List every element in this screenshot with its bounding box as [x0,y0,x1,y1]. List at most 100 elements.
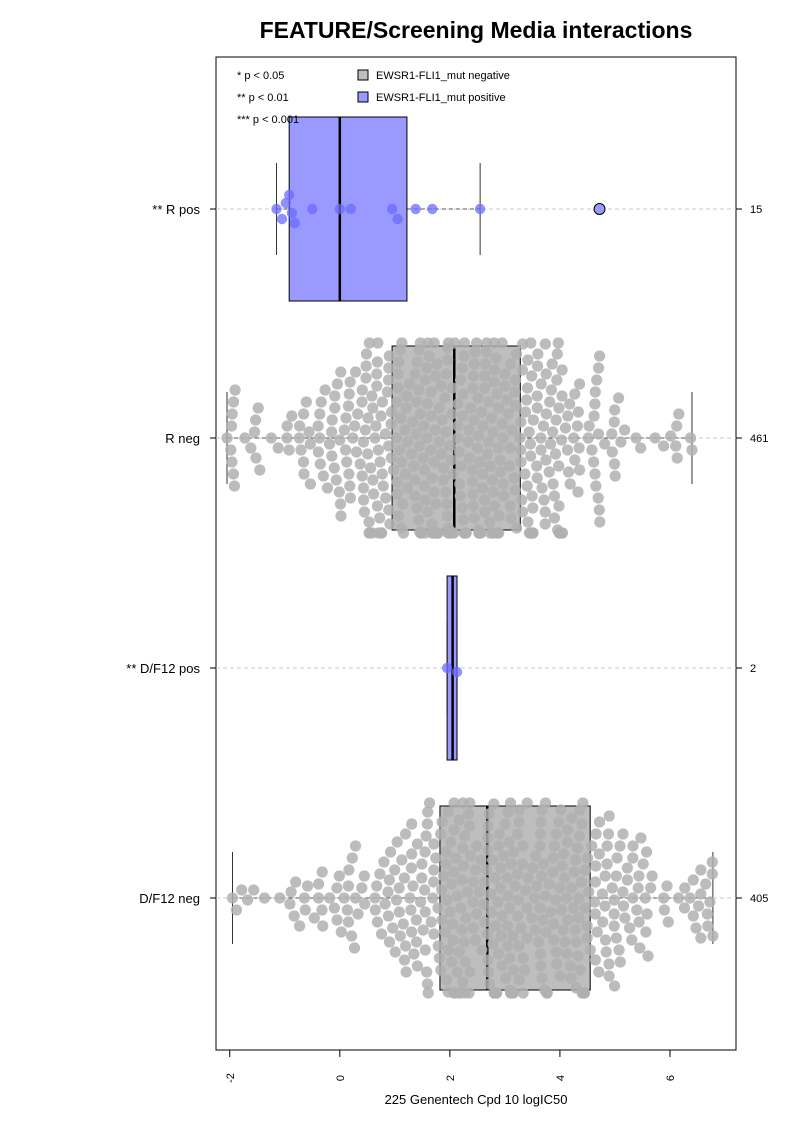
data-point [401,390,413,402]
data-point [531,460,543,472]
data-point [454,490,466,502]
count-label: 461 [750,433,768,445]
data-point [313,878,325,890]
data-point [583,420,595,432]
data-point [271,203,282,215]
data-point [504,442,516,454]
data-point [609,980,621,992]
data-point [453,814,465,826]
data-point [507,930,519,942]
data-point [258,892,271,904]
data-point [541,987,553,999]
data-point [480,346,492,358]
data-point [679,882,691,894]
data-point [499,368,511,380]
data-point [383,504,395,516]
data-point [382,886,394,898]
data-point [554,882,566,894]
data-point [399,424,411,436]
data-point [383,350,395,362]
data-point [482,820,494,832]
data-point [500,972,512,984]
data-point [590,828,602,840]
data-point [371,880,383,892]
data-point [242,894,254,906]
data-point [543,878,555,890]
data-point [430,370,442,382]
data-point [371,916,383,928]
data-point [599,870,611,882]
data-point [649,432,661,444]
data-point [534,840,546,852]
data-point [393,906,405,918]
data-point [481,864,493,876]
data-point [630,432,642,444]
data-point [335,366,347,378]
data-point [333,870,345,882]
data-point [345,203,356,215]
data-point [693,900,705,912]
data-point [536,482,548,494]
data-point [405,862,417,874]
data-point [400,402,412,414]
data-point [573,442,585,454]
data-point [365,462,377,474]
data-point [407,880,419,892]
data-point [281,420,293,432]
data-point [370,420,382,432]
data-point [459,830,471,842]
data-point [415,896,427,908]
data-point [599,934,612,946]
data-point [294,420,306,432]
data-point [516,494,528,506]
data-point [252,402,264,414]
data-point [609,470,621,482]
data-point [536,972,548,984]
data-point [590,860,602,872]
data-point [695,888,707,900]
data-point [551,374,563,386]
data-point [475,854,487,866]
data-point [410,428,422,440]
data-point [507,987,519,999]
data-point [393,356,405,368]
data-point [458,936,470,948]
data-point [545,906,557,918]
data-point [556,390,568,402]
data-point [535,816,547,828]
data-point [535,378,547,390]
data-point [686,444,698,456]
data-point [358,870,370,882]
plot-frame [215,56,737,1051]
data-point [386,406,398,418]
data-point [576,818,588,830]
outlier-point [593,203,606,215]
data-point [469,864,482,876]
data-point [446,408,458,420]
data-point [392,510,404,522]
data-point [550,828,562,840]
data-point [401,482,413,494]
data-point [531,880,543,892]
data-point [428,864,440,876]
data-point [381,386,393,398]
data-point [483,966,495,978]
data-point [466,464,478,476]
data-point [548,840,561,852]
data-point [445,454,457,466]
data-point [409,368,421,380]
data-point [482,954,494,966]
data-point [450,852,462,864]
data-point [493,402,505,414]
data-point [334,203,345,215]
data-point [477,420,489,432]
legend: * p < 0.05 ** p < 0.01 *** p < 0.001 EWSR1-… [237,69,510,126]
data-point [382,910,394,922]
data-point [387,922,399,934]
data-point [391,836,403,848]
data-point [432,527,444,539]
count-label: 2 [750,663,756,675]
data-point [437,462,450,474]
data-point [578,987,591,999]
data-point [227,468,239,480]
